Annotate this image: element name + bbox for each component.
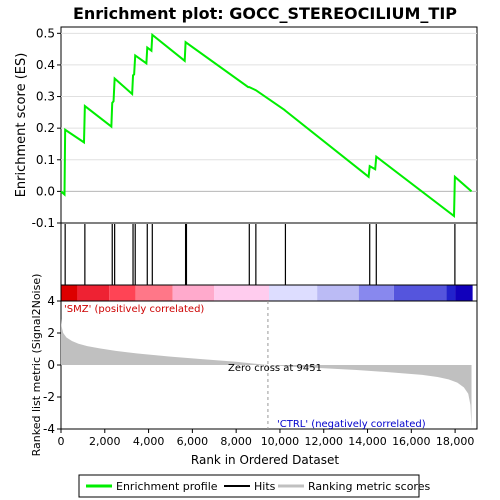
x-tick-label: 2,000 (89, 435, 121, 448)
negative-correlation-label: 'CTRL' (negatively correlated) (277, 419, 426, 430)
x-tick-label: 18,000 (436, 435, 475, 448)
metric-y-tick-label: 0 (47, 358, 55, 372)
positive-correlation-label: 'SMZ' (positively correlated) (64, 304, 204, 315)
heatmap-segment (317, 285, 359, 301)
es-y-tick-label: 0.1 (36, 153, 55, 167)
heatmap-segment (393, 285, 447, 301)
es-y-tick-label: 0.5 (36, 26, 55, 40)
x-tick-label: 8,000 (220, 435, 252, 448)
enrichment-profile-line (60, 32, 473, 219)
x-tick-label: 14,000 (348, 435, 387, 448)
hits-panel-frame (60, 222, 478, 286)
heatmap-segment (358, 285, 394, 301)
es-y-tick-label: 0.3 (36, 90, 55, 104)
heatmap-segment (446, 285, 456, 301)
ranking-heatmap-bar (61, 285, 473, 301)
es-y-tick-label: -0.1 (32, 216, 55, 230)
metric-y-axis-label: Ranked list metric (Signal2Noise) (30, 274, 43, 457)
metric-y-tick-label: -2 (43, 390, 55, 404)
legend-metric-label: Ranking metric scores (308, 480, 430, 493)
es-panel-frame (60, 26, 478, 224)
x-tick-label: 4,000 (133, 435, 165, 448)
heatmap-segment (135, 285, 173, 301)
hit-markers (64, 224, 456, 285)
x-axis: 0 2,000 4,000 6,000 8,000 10,000 12,000 14,000 1… (58, 429, 475, 448)
es-y-tick-label: 0.2 (36, 121, 55, 135)
es-y-tick-label: 0.4 (36, 58, 55, 72)
x-tick-label: 0 (58, 435, 65, 448)
legend-hits-label: Hits (254, 480, 276, 493)
metric-y-tick-label: 4 (47, 294, 55, 308)
heatmap-segment (172, 285, 215, 301)
es-gridlines (61, 32, 477, 224)
chart-title: Enrichment plot: GOCC_STEREOCILIUM_TIP (73, 4, 457, 23)
heatmap-segment (109, 285, 136, 301)
x-tick-label: 12,000 (304, 435, 343, 448)
es-y-axis: -0.1 0.0 0.1 0.2 0.3 0.4 0.5 (32, 26, 61, 230)
heatmap-segment (61, 285, 78, 301)
metric-y-axis: -4 -2 0 2 4 (43, 294, 61, 436)
legend-enrichment-label: Enrichment profile (116, 480, 218, 493)
zero-cross-label: Zero cross at 9451 (228, 363, 322, 374)
heatmap-segment (455, 285, 473, 301)
x-tick-label: 10,000 (261, 435, 300, 448)
heatmap-segment (214, 285, 269, 301)
x-tick-label: 6,000 (177, 435, 209, 448)
metric-y-tick-label: 2 (47, 326, 55, 340)
heatmap-segment (77, 285, 110, 301)
metric-y-tick-label: -4 (43, 422, 55, 436)
es-y-axis-label: Enrichment score (ES) (14, 53, 29, 198)
x-axis-label: Rank in Ordered Dataset (191, 453, 339, 467)
x-tick-label: 16,000 (392, 435, 431, 448)
es-y-tick-label: 0.0 (36, 184, 55, 198)
heatmap-segment (269, 285, 318, 301)
